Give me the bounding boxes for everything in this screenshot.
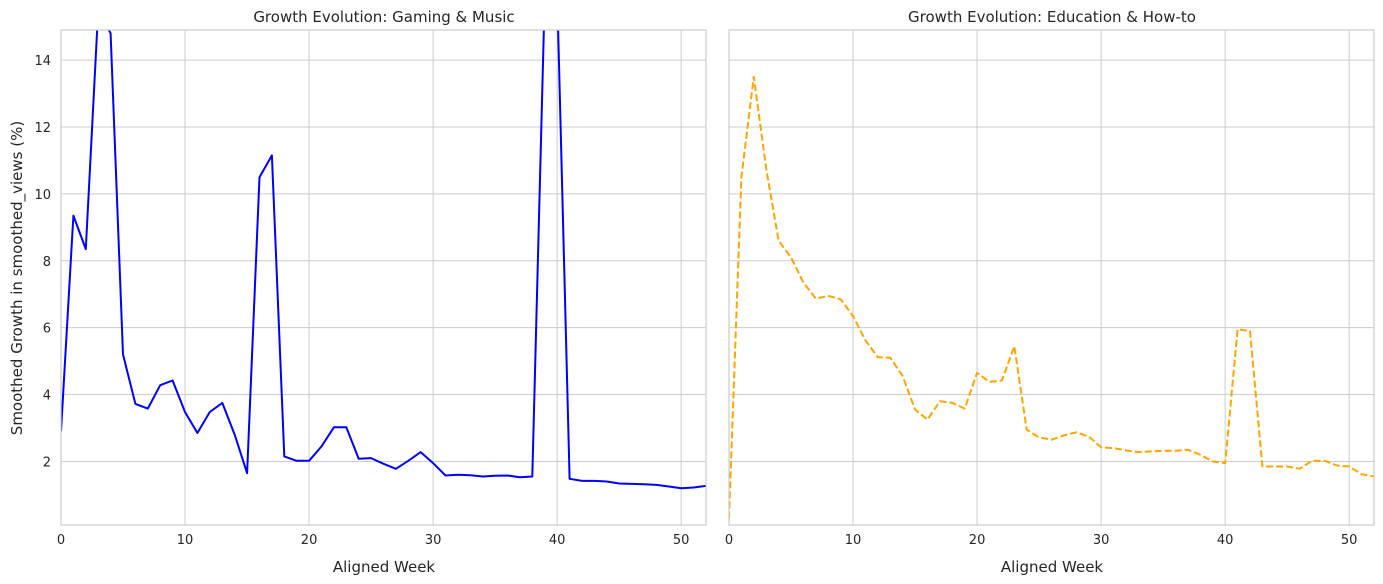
series-line [729,75,1374,519]
x-tick-label: 30 [425,533,442,548]
subplot-gaming-music: Growth Evolution: Gaming & Music 0 10 20 30… [8,8,707,576]
gridlines [60,30,706,525]
subplot-title: Growth Evolution: Education & How-to [908,8,1196,26]
y-tick-labels: 2 4 6 8 10 12 14 [34,54,51,470]
x-tick-label: 40 [549,533,566,548]
x-tick-label: 50 [673,533,690,548]
y-tick-label: 2 [43,455,51,470]
x-tick-label: 50 [1341,533,1358,548]
x-tick-label: 10 [177,533,194,548]
x-tick-label: 10 [845,533,862,548]
y-tick-label: 10 [34,188,51,203]
x-tick-label: 30 [1093,533,1110,548]
y-tick-label: 4 [43,389,51,404]
y-tick-label: 6 [43,322,51,337]
x-axis-label: Aligned Week [333,558,436,576]
plot-frame [728,29,1375,526]
y-tick-label: 14 [34,54,51,69]
x-tick-label: 0 [57,533,65,548]
gridlines [728,30,1374,525]
x-tick-label: 20 [301,533,318,548]
x-tick-labels: 0 10 20 30 40 50 [57,533,690,548]
plot-frame [60,29,707,526]
x-axis-label: Aligned Week [1001,558,1104,576]
y-tick-label: 8 [43,255,51,270]
x-tick-label: 0 [725,533,733,548]
x-tick-labels: 0 10 20 30 40 50 [725,533,1358,548]
x-tick-label: 40 [1217,533,1234,548]
subplot-education-howto: Growth Evolution: Education & How-to 0 10… [725,8,1375,576]
series-layer [61,30,706,490]
y-axis-label: Smoothed Growth in smoothed_views (%) [8,121,27,435]
series-layer [729,75,1374,519]
series-line [61,30,706,490]
x-tick-label: 20 [969,533,986,548]
subplot-title: Growth Evolution: Gaming & Music [253,8,514,26]
y-tick-label: 12 [34,121,51,136]
